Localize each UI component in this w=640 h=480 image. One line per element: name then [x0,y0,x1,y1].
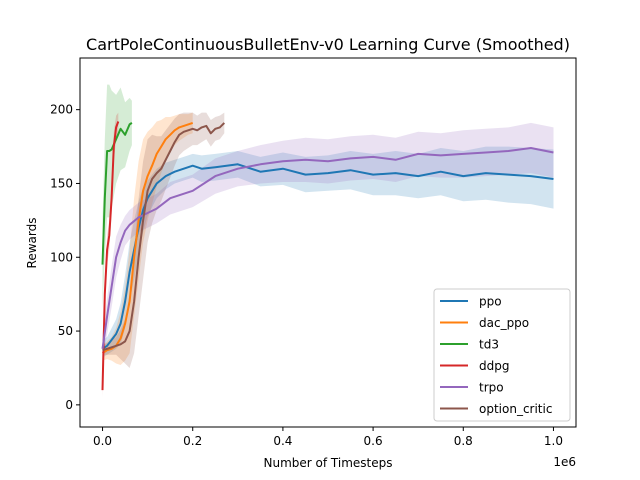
y-tick-label: 0 [65,398,73,412]
x-tick-label: 0.8 [454,434,473,448]
band-td3 [102,84,132,309]
x-axis-multiplier-label: 1e6 [553,455,576,469]
plot-area [79,57,577,428]
line-dac_ppo [101,121,194,355]
y-tick-label: 50 [58,324,73,338]
legend-item-trpo: trpo [440,381,504,395]
legend-item-td3: td3 [440,338,499,352]
legend-label: ppo [479,295,502,309]
y-axis-ticks: 0 50 100 150 200 [50,103,80,412]
legend-item-ppo: ppo [440,295,502,309]
legend-item-ddpg: ddpg [440,359,509,373]
x-tick-label: 0.2 [183,434,202,448]
x-tick-label: 0.4 [273,434,292,448]
series-lines [101,121,554,391]
legend: ppo dac_ppo td3 ddpg trpo option_critic [433,288,571,422]
legend-label: ddpg [479,359,509,373]
band-ppo [102,146,554,358]
x-axis-ticks: 0.0 0.2 0.4 0.6 0.8 1.0 [93,427,563,448]
legend-label: td3 [479,338,499,352]
band-trpo [102,122,554,364]
x-tick-label: 0.0 [93,434,112,448]
line-trpo [101,147,554,349]
legend-label: dac_ppo [479,316,529,330]
legend-item-option_critic: option_critic [440,402,552,416]
y-tick-label: 150 [50,176,73,190]
x-tick-label: 1.0 [544,434,563,448]
y-tick-label: 100 [50,250,73,264]
chart-title: CartPoleContinuousBulletEnv-v0 Learning … [86,35,570,54]
x-tick-label: 0.6 [364,434,383,448]
legend-label: trpo [479,381,504,395]
x-axis-label: Number of Timesteps [264,456,393,470]
line-ddpg [101,121,120,391]
plot-frame [79,57,577,428]
legend-item-dac_ppo: dac_ppo [440,316,529,330]
y-axis-label: Rewards [25,218,39,269]
line-option_critic [102,122,226,352]
legend-label: option_critic [479,402,552,416]
y-tick-label: 200 [50,103,73,117]
line-ppo [101,163,554,350]
